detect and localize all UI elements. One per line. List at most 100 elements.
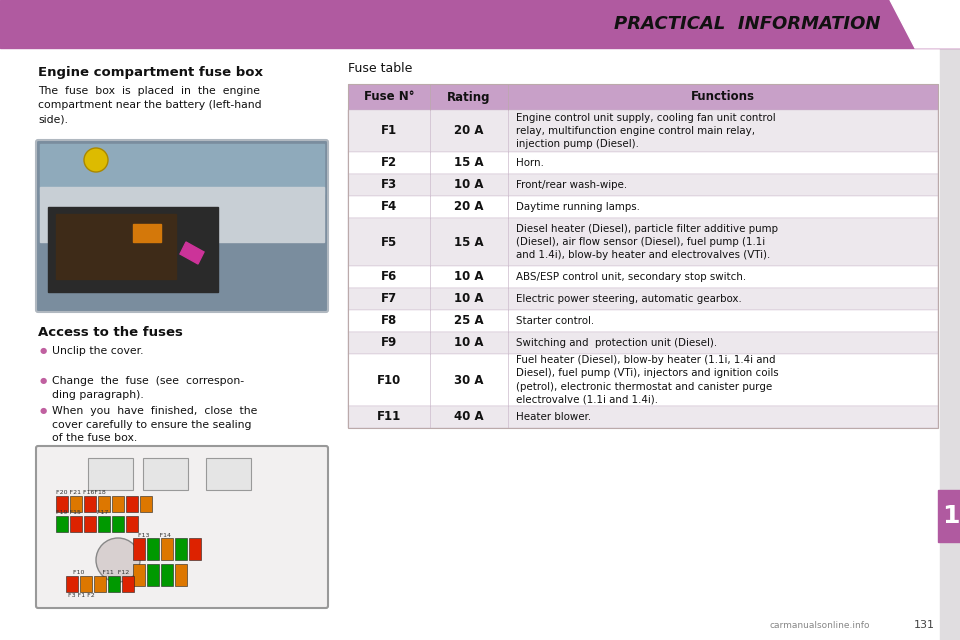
Bar xyxy=(94,576,106,592)
Bar xyxy=(143,458,188,490)
Text: F2: F2 xyxy=(381,157,397,170)
Bar xyxy=(348,152,938,174)
Circle shape xyxy=(96,538,140,582)
Text: 15 A: 15 A xyxy=(454,157,484,170)
Text: ●: ● xyxy=(40,376,47,385)
Text: When  you  have  finished,  close  the
cover carefully to ensure the sealing
of : When you have finished, close the cover … xyxy=(52,406,257,443)
Bar xyxy=(938,490,960,542)
Text: 40 A: 40 A xyxy=(454,410,484,424)
Bar xyxy=(0,0,960,48)
Bar xyxy=(112,496,124,512)
Text: Heater blower.: Heater blower. xyxy=(516,412,591,422)
Bar xyxy=(98,496,110,512)
Circle shape xyxy=(84,148,108,172)
Bar xyxy=(112,516,124,532)
Text: 25 A: 25 A xyxy=(454,314,484,328)
Bar xyxy=(348,196,938,218)
Text: Horn.: Horn. xyxy=(516,158,544,168)
Text: ●: ● xyxy=(40,406,47,415)
Text: F10: F10 xyxy=(377,374,401,387)
Text: Access to the fuses: Access to the fuses xyxy=(38,326,182,339)
Text: Unclip the cover.: Unclip the cover. xyxy=(52,346,143,356)
Bar xyxy=(133,224,161,242)
Text: 10 A: 10 A xyxy=(454,179,484,191)
Text: 10 A: 10 A xyxy=(454,271,484,284)
Bar xyxy=(126,496,138,512)
Bar xyxy=(348,406,938,428)
Text: PRACTICAL  INFORMATION: PRACTICAL INFORMATION xyxy=(613,15,880,33)
Text: 10 A: 10 A xyxy=(454,292,484,305)
Text: 30 A: 30 A xyxy=(454,374,484,387)
Text: Functions: Functions xyxy=(691,90,755,104)
Bar xyxy=(40,144,324,194)
Bar xyxy=(348,84,938,110)
Text: Fuse N°: Fuse N° xyxy=(364,90,415,104)
Text: F3: F3 xyxy=(381,179,397,191)
Text: 131: 131 xyxy=(914,620,935,630)
Bar xyxy=(147,538,159,560)
Text: Rating: Rating xyxy=(447,90,491,104)
Text: The  fuse  box  is  placed  in  the  engine
compartment near the battery (left-h: The fuse box is placed in the engine com… xyxy=(38,86,262,125)
Text: Change  the  fuse  (see  correspon-
ding paragraph).: Change the fuse (see correspon- ding par… xyxy=(52,376,244,399)
Bar xyxy=(56,496,68,512)
Bar xyxy=(175,564,187,586)
Bar xyxy=(80,576,92,592)
Text: F11: F11 xyxy=(377,410,401,424)
Bar xyxy=(348,174,938,196)
Text: Electric power steering, automatic gearbox.: Electric power steering, automatic gearb… xyxy=(516,294,742,304)
Bar xyxy=(161,538,173,560)
Bar xyxy=(348,218,938,266)
Text: 11: 11 xyxy=(943,504,960,528)
Bar xyxy=(140,496,152,512)
Text: Daytime running lamps.: Daytime running lamps. xyxy=(516,202,640,212)
Text: F19 F15        F17: F19 F15 F17 xyxy=(56,510,108,515)
Bar xyxy=(206,458,251,490)
Text: carmanualsonline.info: carmanualsonline.info xyxy=(770,621,870,630)
Bar xyxy=(940,48,960,640)
Text: F20 F21 F16F18: F20 F21 F16F18 xyxy=(56,490,106,495)
Bar xyxy=(348,310,938,332)
Bar xyxy=(84,516,96,532)
Bar xyxy=(108,576,120,592)
Bar xyxy=(98,516,110,532)
Bar xyxy=(348,354,938,406)
Text: ●: ● xyxy=(40,346,47,355)
Text: F13     F14: F13 F14 xyxy=(138,533,171,538)
Bar xyxy=(189,538,201,560)
Text: F6: F6 xyxy=(381,271,397,284)
Bar xyxy=(133,538,145,560)
Text: F8: F8 xyxy=(381,314,397,328)
Bar xyxy=(48,207,218,292)
Bar xyxy=(161,564,173,586)
Bar xyxy=(126,516,138,532)
Text: Engine compartment fuse box: Engine compartment fuse box xyxy=(38,66,263,79)
Text: Fuel heater (Diesel), blow-by heater (1.1i, 1.4i and
Diesel), fuel pump (VTi), i: Fuel heater (Diesel), blow-by heater (1.… xyxy=(516,355,779,405)
Bar xyxy=(40,187,324,242)
Bar xyxy=(88,458,133,490)
Bar xyxy=(122,576,134,592)
Bar xyxy=(70,516,82,532)
Text: F3 F1 F2: F3 F1 F2 xyxy=(68,593,95,598)
Bar xyxy=(348,110,938,152)
Text: Starter control.: Starter control. xyxy=(516,316,594,326)
Text: Fuse table: Fuse table xyxy=(348,62,413,75)
FancyBboxPatch shape xyxy=(36,140,328,312)
Bar xyxy=(56,516,68,532)
Text: F5: F5 xyxy=(381,236,397,248)
Text: F9: F9 xyxy=(381,337,397,349)
Text: F7: F7 xyxy=(381,292,397,305)
Text: 10 A: 10 A xyxy=(454,337,484,349)
Polygon shape xyxy=(180,242,204,264)
Bar xyxy=(348,332,938,354)
Text: Engine control unit supply, cooling fan unit control
relay, multifunction engine: Engine control unit supply, cooling fan … xyxy=(516,113,776,149)
Bar xyxy=(70,496,82,512)
FancyBboxPatch shape xyxy=(36,446,328,608)
Bar xyxy=(84,496,96,512)
Text: Diesel heater (Diesel), particle filter additive pump
(Diesel), air flow sensor : Diesel heater (Diesel), particle filter … xyxy=(516,224,778,260)
Bar xyxy=(147,564,159,586)
Polygon shape xyxy=(890,0,960,48)
Bar xyxy=(348,266,938,288)
Text: 20 A: 20 A xyxy=(454,200,484,214)
Text: F10         F11  F12: F10 F11 F12 xyxy=(73,570,130,575)
Text: 15 A: 15 A xyxy=(454,236,484,248)
